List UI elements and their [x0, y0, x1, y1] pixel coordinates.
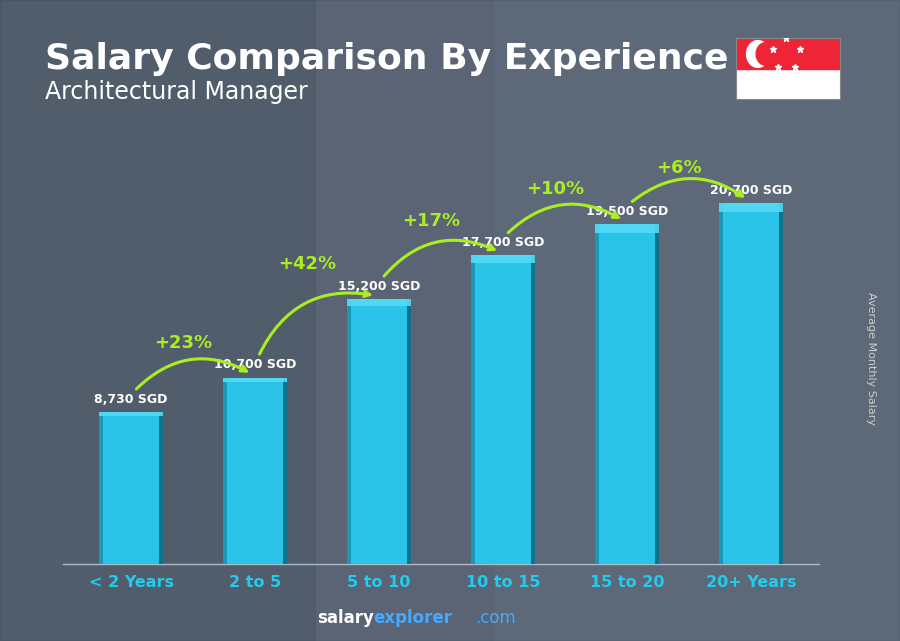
- Text: +42%: +42%: [278, 255, 337, 273]
- Text: 17,700 SGD: 17,700 SGD: [462, 237, 544, 249]
- Text: explorer: explorer: [374, 609, 453, 627]
- Text: Average Monthly Salary: Average Monthly Salary: [866, 292, 877, 426]
- Bar: [471, 256, 536, 564]
- Bar: [0, 0, 315, 641]
- Text: +17%: +17%: [402, 212, 460, 229]
- Bar: [99, 412, 104, 564]
- Bar: [595, 224, 659, 564]
- Text: 10,700 SGD: 10,700 SGD: [214, 358, 296, 371]
- Bar: [283, 378, 287, 564]
- Bar: [346, 299, 411, 564]
- Bar: [407, 299, 411, 564]
- Bar: [471, 256, 475, 564]
- Bar: [99, 412, 164, 564]
- Text: salary: salary: [317, 609, 373, 627]
- Bar: [718, 203, 723, 564]
- Text: 20,700 SGD: 20,700 SGD: [709, 184, 792, 197]
- Bar: [346, 299, 351, 564]
- Text: 15,200 SGD: 15,200 SGD: [338, 280, 420, 293]
- Text: +23%: +23%: [154, 334, 212, 352]
- Text: Salary Comparison By Experience: Salary Comparison By Experience: [45, 42, 728, 76]
- Bar: [531, 256, 536, 564]
- Bar: [223, 378, 287, 564]
- Bar: [595, 224, 659, 233]
- Text: 19,500 SGD: 19,500 SGD: [586, 205, 668, 218]
- Text: 8,730 SGD: 8,730 SGD: [94, 393, 168, 406]
- Bar: [346, 299, 411, 306]
- Text: .com: .com: [475, 609, 516, 627]
- Bar: [595, 224, 599, 564]
- Bar: [471, 256, 536, 263]
- Bar: [223, 378, 228, 564]
- Bar: [223, 378, 287, 382]
- Circle shape: [746, 40, 769, 67]
- Text: +10%: +10%: [526, 180, 584, 198]
- Bar: [718, 203, 783, 212]
- Bar: [654, 224, 659, 564]
- Text: Architectural Manager: Architectural Manager: [45, 80, 308, 104]
- Bar: [99, 412, 164, 415]
- Circle shape: [756, 43, 775, 65]
- Bar: [718, 203, 783, 564]
- Bar: [778, 203, 783, 564]
- Text: +6%: +6%: [656, 160, 702, 178]
- Bar: [495, 0, 900, 641]
- Bar: [159, 412, 164, 564]
- Bar: [736, 38, 840, 69]
